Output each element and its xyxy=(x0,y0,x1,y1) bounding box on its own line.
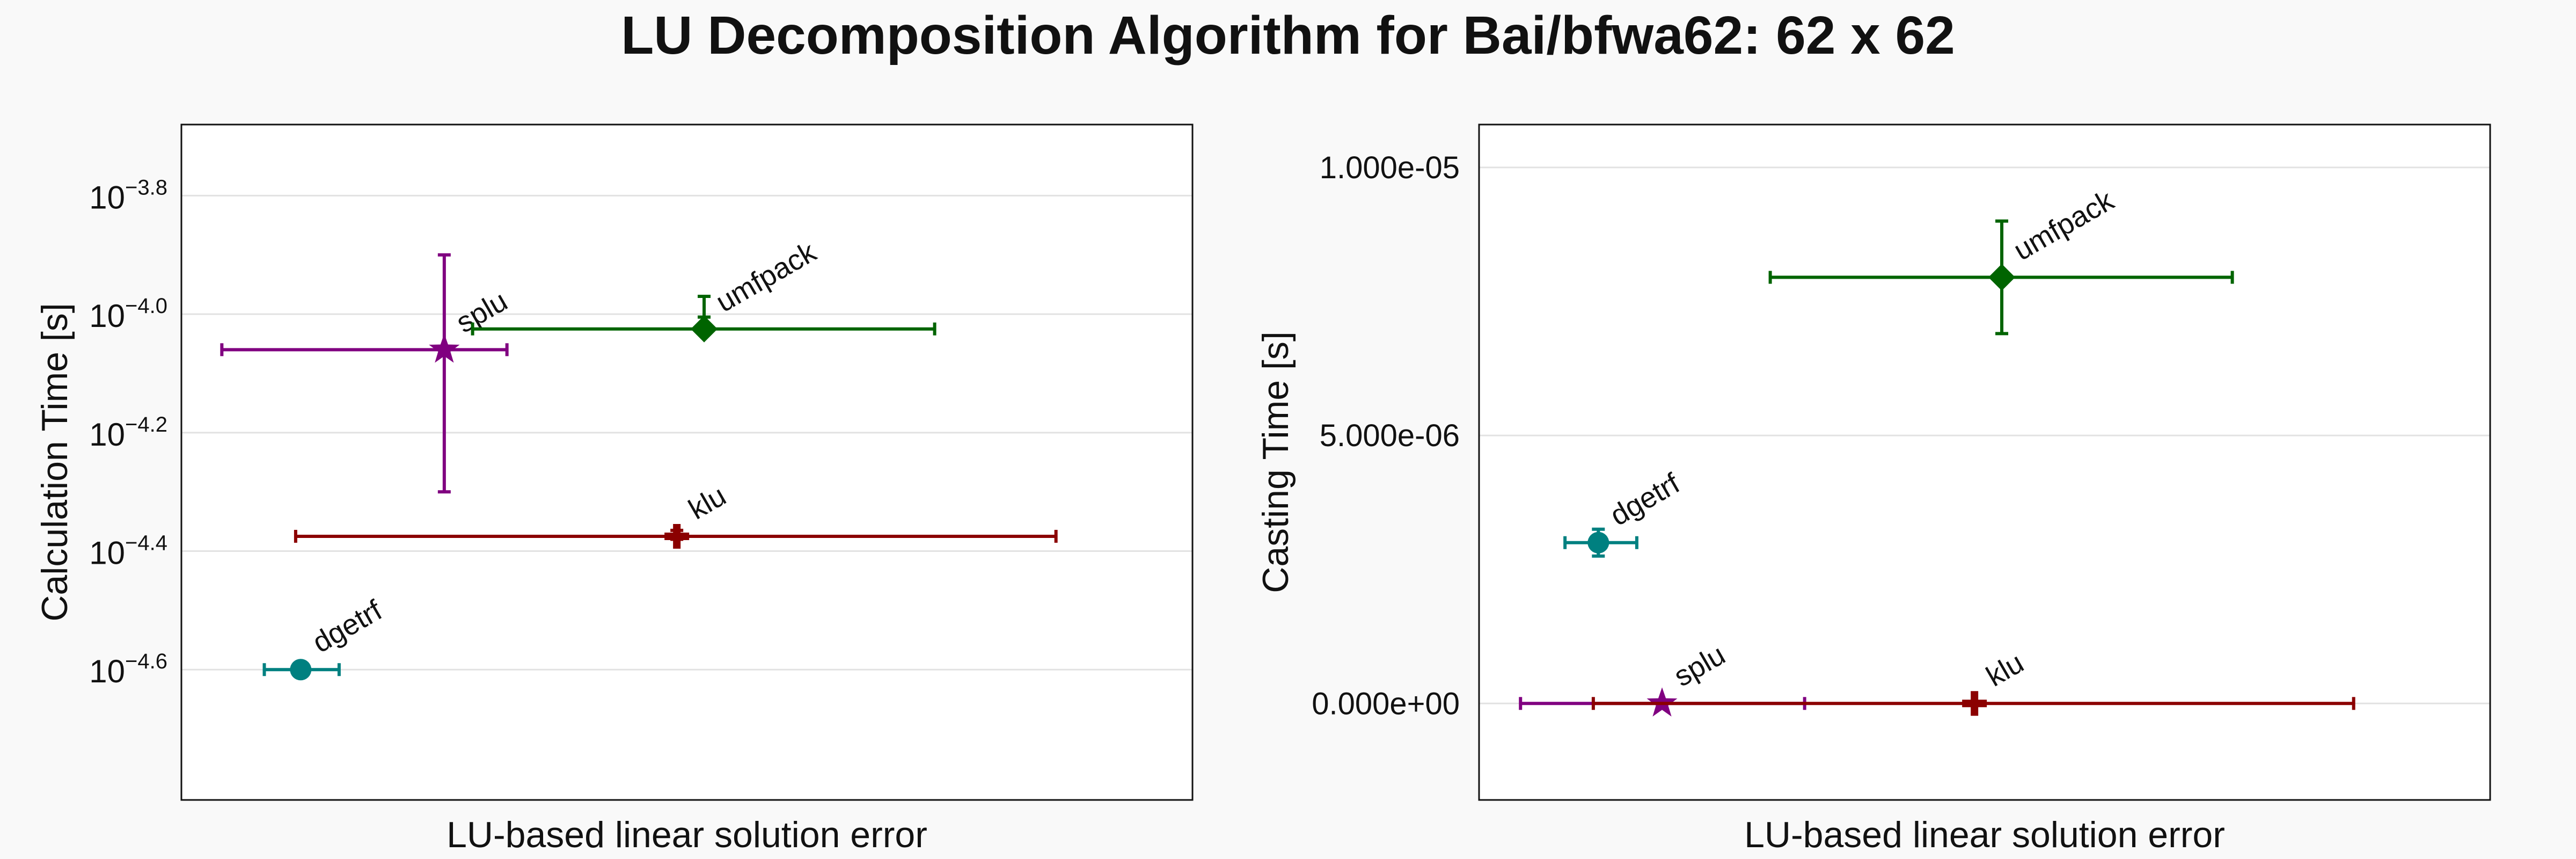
y-tick-label: 10−4.4 xyxy=(89,532,167,571)
y-tick-base: 10 xyxy=(89,179,125,215)
y-tick-label: 5.000e-06 xyxy=(1320,418,1460,453)
y-tick-label: 10−4.6 xyxy=(89,650,167,689)
y-tick-exponent: −3.8 xyxy=(125,176,167,199)
klu-marker xyxy=(1962,691,1987,716)
y-axis-label: Calculation Time [s] xyxy=(34,303,75,621)
y-tick-label: 1.000e-05 xyxy=(1320,150,1460,185)
casting-time-panel: 0.000e+00 5.000e-06 1.000e-05 LU-based line… xyxy=(1255,123,2491,855)
y-tick-exponent: −4.6 xyxy=(125,650,167,673)
plot-frame xyxy=(1478,123,2491,801)
x-axis-label: LU-based linear solution error xyxy=(1744,814,2225,855)
y-tick-exponent: −4.4 xyxy=(125,532,167,555)
calculation-time-panel: 10−3.810−4.010−4.210−4.410−4.6LU-based l… xyxy=(34,123,1194,855)
y-tick-label: 10−4.0 xyxy=(89,294,167,334)
plot-area xyxy=(181,125,1192,800)
y-tick-label: 10−3.8 xyxy=(89,176,167,215)
plot-area xyxy=(1479,125,2490,800)
y-tick-base: 10 xyxy=(89,535,125,571)
dgetrf-marker xyxy=(1587,532,1609,554)
figure-title: LU Decomposition Algorithm for Bai/bfwa6… xyxy=(621,5,1955,65)
dgetrf-marker xyxy=(290,659,312,681)
y-axis-label: Casting Time [s] xyxy=(1255,331,1296,593)
splu-marker xyxy=(429,333,460,363)
y-tick-label: 10−4.2 xyxy=(89,413,167,453)
y-tick-base: 10 xyxy=(89,417,125,453)
y-tick-exponent: −4.2 xyxy=(125,413,167,436)
umfpack-marker xyxy=(1988,264,2016,291)
x-axis-label: LU-based linear solution error xyxy=(447,814,927,855)
umfpack-marker xyxy=(691,315,718,343)
y-tick-exponent: −4.0 xyxy=(125,294,167,318)
y-tick-label: 0.000e+00 xyxy=(1312,686,1460,721)
y-tick-base: 10 xyxy=(89,653,125,689)
klu-marker xyxy=(664,523,690,549)
plot-frame xyxy=(180,123,1194,801)
y-tick-base: 10 xyxy=(89,298,125,334)
